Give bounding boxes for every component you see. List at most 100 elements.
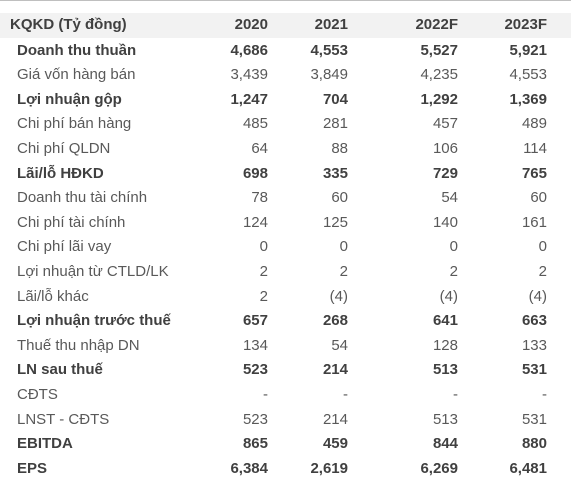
table-row: Lợi nhuận gộp 1,247 704 1,292 1,369 bbox=[0, 88, 571, 113]
row-value: 880 bbox=[521, 435, 547, 453]
row-value: 64 bbox=[251, 139, 268, 157]
row-value: 704 bbox=[322, 90, 348, 108]
table-row: LNST - CĐTS 523 214 513 531 bbox=[0, 408, 571, 433]
row-value: 523 bbox=[242, 410, 268, 428]
row-value: 3,439 bbox=[230, 66, 268, 84]
table-row: LN sau thuế 523 214 513 531 bbox=[0, 358, 571, 383]
row-value: 2 bbox=[259, 262, 268, 280]
table-row: Lợi nhuận trước thuế 657 268 641 663 bbox=[0, 309, 571, 334]
table-row: Lợi nhuận từ CTLD/LK 2 2 2 2 bbox=[0, 260, 571, 285]
row-label: Lợi nhuận trước thuế bbox=[17, 312, 171, 330]
table-row: CĐTS - - - - bbox=[0, 383, 571, 408]
table-row: EBITDA 865 459 844 880 bbox=[0, 432, 571, 457]
row-value: 2 bbox=[449, 262, 458, 280]
row-value: 0 bbox=[339, 238, 348, 256]
row-value: 641 bbox=[432, 312, 458, 330]
row-label: LNST - CĐTS bbox=[17, 410, 110, 428]
row-value: (4) bbox=[439, 287, 458, 305]
row-value: 844 bbox=[432, 435, 458, 453]
row-value: - bbox=[343, 385, 348, 403]
table-row: Chi phí bán hàng 485 281 457 489 bbox=[0, 112, 571, 137]
row-value: 124 bbox=[242, 213, 268, 231]
row-value: 6,384 bbox=[230, 459, 268, 477]
row-value: 2 bbox=[538, 262, 547, 280]
row-value: 5,921 bbox=[509, 41, 547, 59]
table-row: EPS 6,384 2,619 6,269 6,481 bbox=[0, 457, 571, 482]
row-label: Lợi nhuận từ CTLD/LK bbox=[17, 262, 169, 280]
row-value: 214 bbox=[322, 410, 348, 428]
row-value: 134 bbox=[242, 336, 268, 354]
row-label: EBITDA bbox=[17, 435, 73, 453]
table-row: Chi phí lãi vay 0 0 0 0 bbox=[0, 235, 571, 260]
row-value: 268 bbox=[322, 312, 348, 330]
row-value: 88 bbox=[331, 139, 348, 157]
row-value: 214 bbox=[322, 361, 348, 379]
row-label: EPS bbox=[17, 459, 48, 477]
row-value: 1,292 bbox=[420, 90, 458, 108]
row-value: 0 bbox=[449, 238, 458, 256]
row-value: 663 bbox=[521, 312, 547, 330]
row-value: 1,247 bbox=[230, 90, 268, 108]
row-label: Giá vốn hàng bán bbox=[17, 66, 136, 84]
row-label: Doanh thu tài chính bbox=[17, 189, 148, 207]
row-value: 128 bbox=[432, 336, 458, 354]
row-value: 765 bbox=[521, 164, 547, 182]
row-value: 78 bbox=[251, 189, 268, 207]
row-value: 513 bbox=[432, 410, 458, 428]
row-value: 4,235 bbox=[420, 66, 458, 84]
row-value: 5,527 bbox=[420, 41, 458, 59]
row-value: 125 bbox=[322, 213, 348, 231]
header-year-2023f: 2023F bbox=[504, 16, 547, 33]
table-row: Lãi/lỗ HĐKD 698 335 729 765 bbox=[0, 162, 571, 187]
row-label: Chi phí tài chính bbox=[17, 213, 126, 231]
table-row: Doanh thu thuần 4,686 4,553 5,527 5,921 bbox=[0, 39, 571, 64]
row-value: 485 bbox=[242, 115, 268, 133]
row-label: Lãi/lỗ khác bbox=[17, 287, 89, 305]
row-value: 865 bbox=[242, 435, 268, 453]
row-value: 459 bbox=[322, 435, 348, 453]
row-value: 140 bbox=[432, 213, 458, 231]
row-value: 2,619 bbox=[310, 459, 348, 477]
row-value: 6,481 bbox=[509, 459, 547, 477]
row-value: - bbox=[453, 385, 458, 403]
row-value: 60 bbox=[331, 189, 348, 207]
row-label: CĐTS bbox=[17, 385, 58, 403]
row-value: 489 bbox=[521, 115, 547, 133]
row-value: 2 bbox=[259, 287, 268, 305]
table-row: Chi phí tài chính 124 125 140 161 bbox=[0, 211, 571, 236]
row-value: 729 bbox=[432, 164, 458, 182]
row-label: Doanh thu thuần bbox=[17, 41, 137, 59]
row-value: 457 bbox=[432, 115, 458, 133]
row-value: 281 bbox=[322, 115, 348, 133]
row-value: - bbox=[263, 385, 268, 403]
row-label: Lãi/lỗ HĐKD bbox=[17, 164, 104, 182]
row-label: Chi phí bán hàng bbox=[17, 115, 132, 133]
row-label: Chi phí QLDN bbox=[17, 139, 111, 157]
row-value: 54 bbox=[331, 336, 348, 354]
header-year-2020: 2020 bbox=[234, 16, 268, 33]
row-value: 106 bbox=[432, 139, 458, 157]
table-row: Giá vốn hàng bán 3,439 3,849 4,235 4,553 bbox=[0, 63, 571, 88]
row-value: 6,269 bbox=[420, 459, 458, 477]
row-value: 531 bbox=[521, 410, 547, 428]
row-value: - bbox=[542, 385, 547, 403]
table-row: Thuế thu nhập DN 134 54 128 133 bbox=[0, 334, 571, 359]
row-label: Chi phí lãi vay bbox=[17, 238, 112, 256]
row-value: 513 bbox=[432, 361, 458, 379]
row-value: 523 bbox=[242, 361, 268, 379]
row-value: 2 bbox=[339, 262, 348, 280]
row-label: Thuế thu nhập DN bbox=[17, 336, 140, 354]
row-value: 1,369 bbox=[509, 90, 547, 108]
table-row: Chi phí QLDN 64 88 106 114 bbox=[0, 137, 571, 162]
table-row: Lãi/lỗ khác 2 (4) (4) (4) bbox=[0, 285, 571, 310]
row-value: 114 bbox=[523, 139, 547, 157]
row-value: 3,849 bbox=[310, 66, 348, 84]
row-value: (4) bbox=[528, 287, 547, 305]
row-value: 4,686 bbox=[230, 41, 268, 59]
row-value: 4,553 bbox=[509, 66, 547, 84]
header-year-2021: 2021 bbox=[314, 16, 348, 33]
row-label: Lợi nhuận gộp bbox=[17, 90, 122, 108]
row-value: 60 bbox=[530, 189, 547, 207]
table-top-border bbox=[0, 0, 571, 1]
